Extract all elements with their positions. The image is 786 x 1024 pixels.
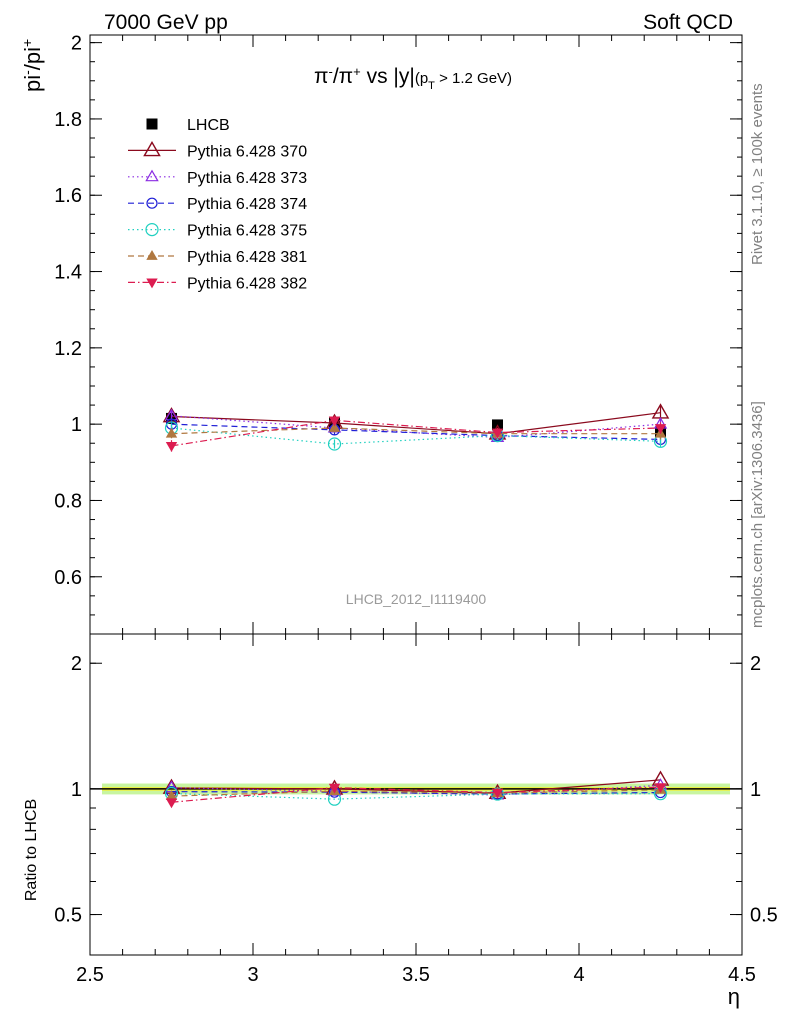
legend-marker [146, 250, 158, 260]
ratio-series-line [171, 779, 661, 794]
legend-marker [143, 140, 161, 157]
ratio-y-tick-label-right: 1 [750, 779, 761, 801]
main-y-tick-label: 2 [71, 33, 82, 55]
main-ylabel: pi-/pi+ [19, 39, 45, 92]
ratio-data-point [328, 783, 341, 794]
main-y-tick-label: 1.4 [54, 262, 82, 284]
main-y-tick-label: 1.2 [54, 338, 82, 360]
data-point [328, 416, 341, 427]
ratio-y-tick-label: 0.5 [54, 905, 82, 927]
series-line [171, 419, 661, 447]
legend-label: Pythia 6.428 375 [187, 223, 307, 240]
ratio-y-tick-label: 2 [71, 653, 82, 675]
main-y-tick-label: 1.8 [54, 109, 82, 131]
ratio-data-point [165, 798, 178, 809]
legend-marker [145, 169, 159, 182]
header-left: 7000 GeV pp [104, 11, 228, 34]
x-tick-label: 4 [573, 964, 584, 986]
main-y-tick-label: 0.6 [54, 567, 82, 589]
ratio-data-point [654, 783, 667, 794]
legend-marker [146, 278, 158, 289]
legend-label: Pythia 6.428 382 [187, 275, 307, 292]
ratio-frame [89, 633, 743, 956]
ratio-ylabel: Ratio to LHCB [23, 799, 40, 901]
legend: LHCB Pythia 6.428 370 Pythia 6.428 373 Pyth… [128, 117, 307, 292]
series-line [171, 415, 661, 439]
data-point [328, 421, 341, 432]
legend-label: Pythia 6.428 381 [187, 249, 307, 266]
main-y-tick-label: 0.8 [54, 490, 82, 512]
legend-label: Pythia 6.428 370 [187, 143, 307, 160]
x-axis-label: η [728, 984, 740, 1009]
ratio-y-tick-label-right: 0.5 [750, 905, 778, 927]
ratio-y-tick-label-right: 2 [750, 653, 761, 675]
ratio-series-line [171, 786, 661, 803]
main-y-tick-label: 1 [71, 414, 82, 436]
ratio-data-point [491, 788, 504, 799]
legend-label: Pythia 6.428 374 [187, 196, 307, 213]
ratio-data-point [165, 790, 178, 801]
legend-marker [146, 118, 158, 130]
data-point [327, 437, 342, 451]
ratio-series-line [171, 791, 661, 795]
header-right: Soft QCD [643, 11, 733, 34]
mcplots-label: mcplots.cern.ch [arXiv:1306.3436] [749, 401, 766, 628]
x-tick-label: 3.5 [402, 964, 430, 986]
legend-marker [146, 197, 158, 209]
ratio-series-line [171, 784, 661, 796]
ratio-series-line [171, 792, 661, 800]
x-tick-label: 4.5 [728, 964, 756, 986]
data-point [491, 428, 504, 439]
rivet-label: Rivet 3.1.10, ≥ 100k events [749, 83, 766, 265]
series-line [171, 412, 661, 435]
analysis-id: LHCB_2012_I1119400 [346, 591, 487, 607]
legend-label: LHCB [187, 117, 230, 134]
data-point [165, 427, 178, 438]
x-tick-label: 3 [247, 964, 258, 986]
ratio-y-tick-label: 1 [71, 779, 82, 801]
series-line [171, 427, 661, 445]
legend-label: Pythia 6.428 373 [187, 170, 307, 187]
ratio-plot: 2.5 3 3.5 4 4.5 0.5 0.5 1 1 2 2 [54, 633, 778, 986]
series-line [171, 423, 661, 441]
data-point [165, 442, 178, 452]
data-point [654, 424, 667, 434]
ratio-series-line [171, 789, 661, 797]
main-y-tick-label: 1.6 [54, 185, 82, 207]
series-line [171, 427, 661, 435]
main-title: π-/π+ vs |y|(pT > 1.2 GeV) [314, 64, 512, 93]
x-tick-label: 2.5 [76, 964, 104, 986]
legend-marker [145, 223, 159, 237]
main-plot: 0.6 0.8 1 1.2 1.4 1.6 1.8 2 [54, 33, 743, 635]
